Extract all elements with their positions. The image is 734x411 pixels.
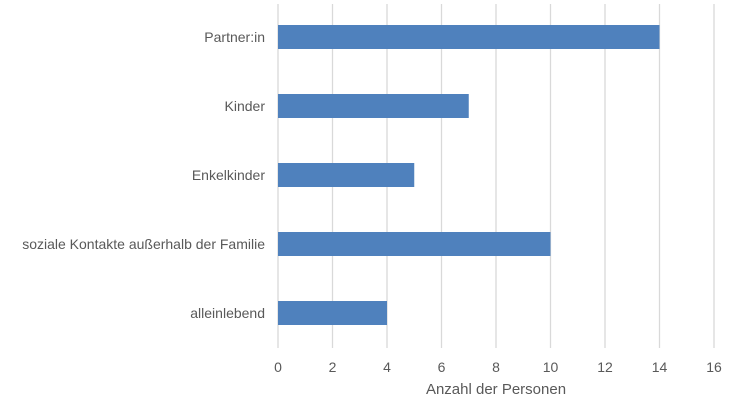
x-tick-label: 4: [383, 359, 391, 375]
x-axis-title: Anzahl der Personen: [426, 381, 566, 398]
x-tick-label: 8: [492, 359, 500, 375]
x-tick-label: 14: [652, 359, 668, 375]
category-label: Kinder: [225, 98, 266, 114]
category-label: soziale Kontakte außerhalb der Familie: [22, 236, 265, 252]
category-label: Enkelkinder: [192, 167, 265, 183]
bar: [278, 94, 469, 118]
bar: [278, 163, 415, 187]
x-tick-label: 16: [706, 359, 722, 375]
category-label: Partner:in: [204, 29, 265, 45]
bar: [278, 232, 551, 256]
bar: [278, 301, 387, 325]
x-tick-label: 0: [274, 359, 282, 375]
x-tick-label: 10: [543, 359, 559, 375]
category-label: alleinlebend: [190, 305, 265, 321]
x-tick-label: 2: [329, 359, 337, 375]
x-tick-label: 12: [597, 359, 613, 375]
x-tick-label: 6: [438, 359, 446, 375]
bar: [278, 25, 660, 49]
